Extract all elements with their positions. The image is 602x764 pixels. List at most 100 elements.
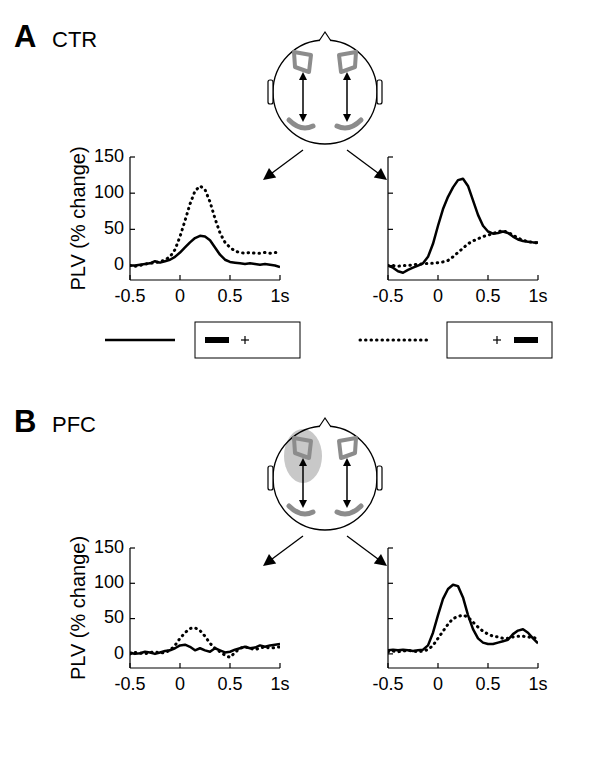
y-tick-label: 50: [104, 607, 124, 627]
y-tick-label: 0: [114, 254, 124, 274]
plot-area: [130, 628, 280, 658]
electrode-posterior: [289, 120, 313, 128]
chart: BPFCPLV (% change)050100150-0.500.51s: [14, 404, 290, 694]
y-axis-label: PLV (% change): [67, 536, 89, 680]
x-tick-label: -0.5: [372, 286, 403, 306]
x-tick-label: -0.5: [114, 286, 145, 306]
arrow-head: [263, 554, 276, 566]
x-tick: [437, 663, 438, 668]
x-tick: [129, 275, 130, 280]
x-tick: [129, 663, 130, 668]
electrode-posterior: [337, 506, 361, 514]
figure: ACTRPLV (% change)050100150-0.500.51s-0.…: [0, 0, 602, 764]
coupling-arrow: [346, 78, 348, 116]
y-axis-label: PLV (% change): [67, 146, 89, 290]
arrow-head: [374, 554, 387, 566]
plot-area: [130, 186, 280, 267]
stimulus-bar: [514, 337, 538, 343]
coupling-arrow: [346, 464, 348, 502]
y-tick: [130, 156, 135, 157]
chart: -0.5 0 0.5 1s: [372, 157, 547, 306]
plot-area: [388, 179, 538, 273]
x-tick-label: -0.5: [372, 674, 403, 694]
x-tick: [487, 275, 488, 280]
fixation-cross: [244, 336, 245, 344]
nose: [319, 418, 331, 427]
x-tick: [229, 663, 230, 668]
y-tick: [388, 618, 393, 619]
coupling-arrow: [302, 78, 304, 116]
x-tick-label: 0: [175, 674, 185, 694]
y-tick: [388, 583, 393, 584]
series-line: [388, 231, 538, 266]
x-axis: [130, 667, 280, 668]
series-line: [130, 186, 280, 266]
x-tick-label: 0.5: [217, 286, 242, 306]
arrow-head: [343, 114, 351, 122]
panel-title: PFC: [52, 412, 96, 437]
x-tick: [179, 275, 180, 280]
panel-label: B: [14, 404, 36, 439]
x-tick-label: 0: [433, 674, 443, 694]
head-diagram: [263, 32, 387, 180]
y-axis: [129, 157, 130, 280]
ear: [377, 466, 382, 490]
head-outline: [273, 40, 377, 144]
x-tick-label: 1s: [270, 286, 289, 306]
series-line: [388, 179, 538, 273]
arrow-head: [343, 72, 351, 80]
series-line: [130, 628, 280, 658]
pointer-arrow: [268, 536, 303, 562]
nose: [319, 32, 331, 41]
y-tick: [130, 229, 135, 230]
arrow-head: [299, 458, 307, 466]
y-tick: [388, 653, 393, 654]
arrow-head: [343, 458, 351, 466]
x-tick-label: 0.5: [475, 674, 500, 694]
x-tick-label: 1s: [270, 674, 289, 694]
x-tick-label: 0.5: [475, 286, 500, 306]
fixation-cross: [496, 336, 497, 344]
x-tick: [537, 275, 538, 280]
y-tick: [130, 583, 135, 584]
x-tick: [387, 663, 388, 668]
x-axis: [130, 279, 280, 280]
x-axis: [388, 279, 538, 280]
y-tick-label: 50: [104, 218, 124, 238]
legend-stimulus-box: [195, 322, 300, 358]
y-axis: [129, 548, 130, 668]
electrode-posterior: [337, 120, 361, 128]
y-tick: [130, 547, 135, 548]
x-tick: [537, 663, 538, 668]
y-tick: [388, 547, 393, 548]
x-tick: [279, 275, 280, 280]
legend: [105, 322, 552, 358]
series-line: [388, 585, 538, 651]
electrode-frontal: [339, 438, 356, 458]
x-tick-label: 1s: [528, 286, 547, 306]
y-tick: [388, 193, 393, 194]
x-tick: [387, 275, 388, 280]
coupling-arrow: [302, 464, 304, 502]
x-tick-label: 0: [433, 286, 443, 306]
ear: [268, 80, 273, 104]
legend-stimulus-box: [447, 322, 552, 358]
x-axis: [388, 667, 538, 668]
y-tick-label: 150: [94, 537, 124, 557]
x-tick-label: 1s: [528, 674, 547, 694]
pointer-arrow: [268, 150, 303, 176]
y-tick: [130, 193, 135, 194]
arrow-head: [374, 168, 387, 180]
pointer-arrow: [347, 150, 382, 176]
electrode-frontal: [294, 438, 311, 458]
y-tick: [130, 618, 135, 619]
y-tick-label: 100: [94, 182, 124, 202]
arrow-head: [299, 114, 307, 122]
electrode-frontal: [339, 52, 356, 72]
plot-area: [388, 585, 538, 652]
legend-line: [105, 339, 175, 342]
x-tick: [437, 275, 438, 280]
ear: [268, 466, 273, 490]
x-tick: [179, 663, 180, 668]
electrode-posterior: [289, 506, 313, 514]
